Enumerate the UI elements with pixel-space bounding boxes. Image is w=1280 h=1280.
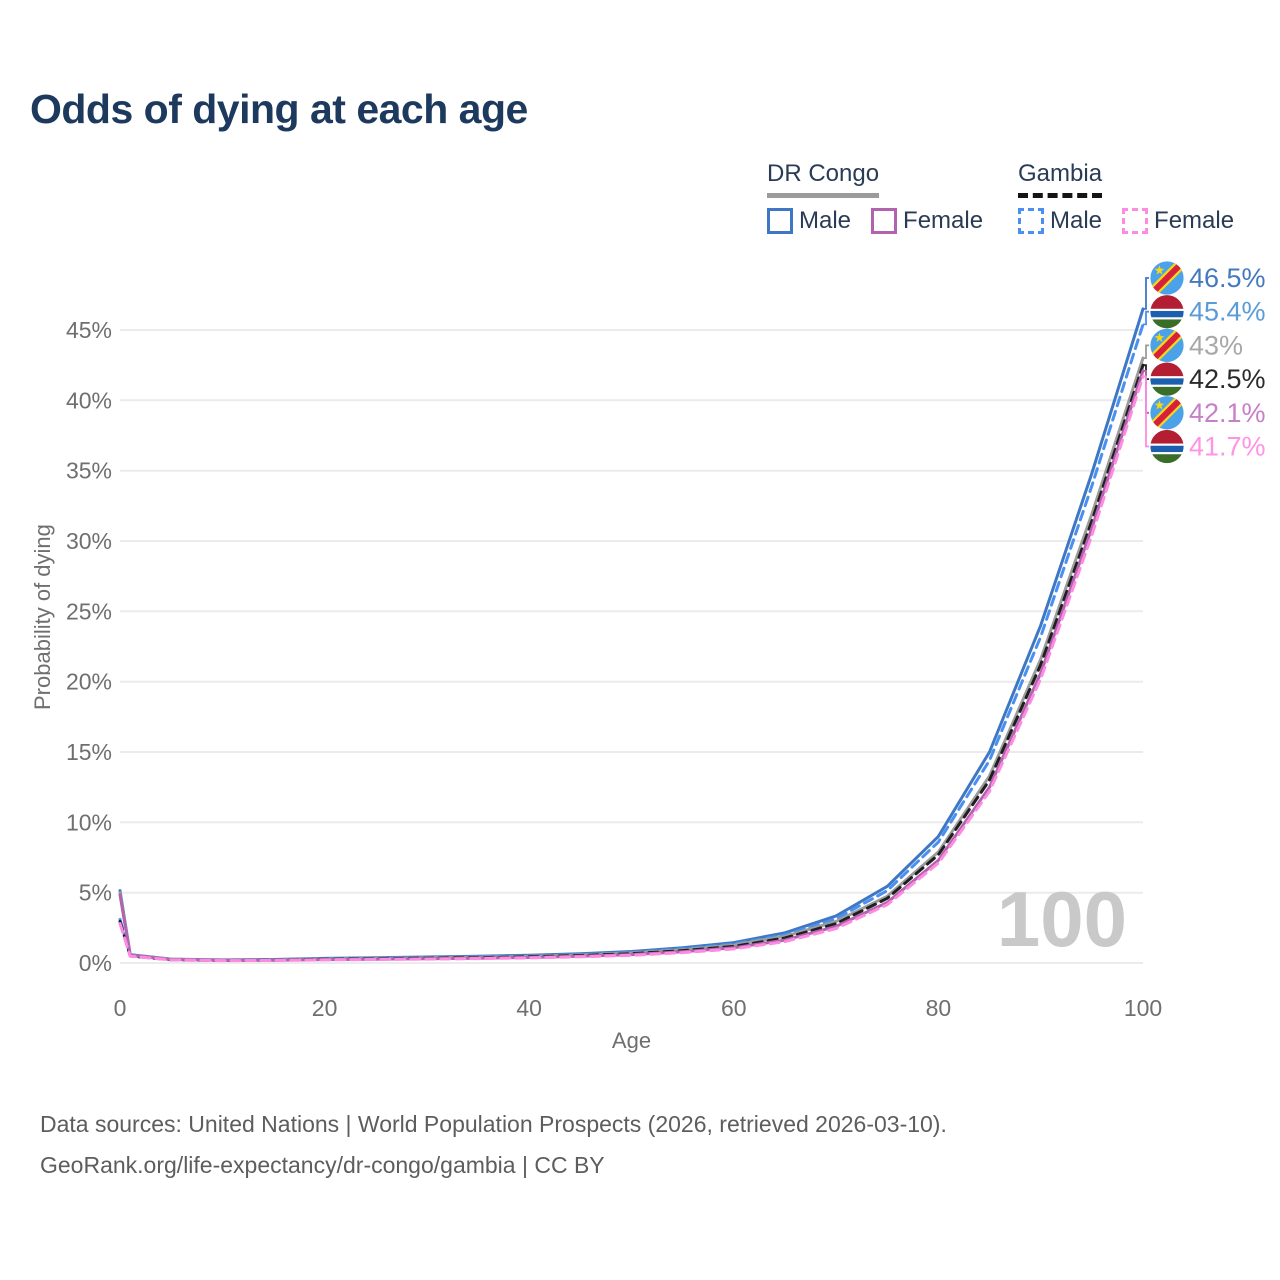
legend-item-drcongo-female[interactable]: Female: [871, 207, 983, 235]
legend-item-drcongo-male[interactable]: Male: [767, 207, 851, 235]
age-watermark: 100: [997, 875, 1127, 963]
legend-swatch-solid: [871, 208, 898, 234]
footer: Data sources: United Nations | World Pop…: [40, 1104, 947, 1186]
legend-group-dr-congo: DR Congo Male Female: [767, 160, 983, 235]
gambia-flag-icon: [1150, 295, 1184, 329]
legend-item-label: Female: [903, 207, 984, 234]
end-label-connector: [1143, 375, 1149, 448]
x-tick-label: 40: [516, 995, 542, 1021]
legend-item-gambia-male[interactable]: Male: [1018, 207, 1102, 235]
gambia-flag-icon: [1150, 430, 1184, 464]
x-tick-label: 0: [114, 995, 127, 1021]
series-line: [118, 356, 1145, 962]
x-tick-label: 100: [1124, 995, 1162, 1021]
x-axis-title: Age: [611, 1028, 652, 1053]
page-title: Odds of dying at each age: [30, 86, 528, 132]
series-line: [118, 363, 1145, 962]
legend-group-gambia: Gambia Male Female: [1018, 160, 1234, 235]
x-tick-label: 60: [721, 995, 747, 1021]
legend-swatch-dashed: [1018, 208, 1044, 234]
series-line: [118, 374, 1145, 963]
y-tick-label: 40%: [66, 387, 112, 413]
end-label-value: 46.5%: [1189, 263, 1266, 293]
y-tick-label: 30%: [66, 528, 112, 554]
y-tick-label: 10%: [66, 809, 112, 835]
series-line: [118, 307, 1145, 962]
end-label-value: 41.7%: [1189, 432, 1266, 462]
end-label-value: 45.4%: [1189, 297, 1266, 327]
end-label-value: 43%: [1189, 330, 1243, 360]
legend-swatch-dashed: [1122, 208, 1149, 234]
end-label-value: 42.1%: [1189, 398, 1266, 428]
legend-item-label: Female: [1154, 207, 1235, 234]
footer-attribution: GeoRank.org/life-expectancy/dr-congo/gam…: [40, 1152, 605, 1178]
y-tick-label: 0%: [79, 950, 112, 976]
y-tick-label: 25%: [66, 598, 112, 624]
gambia-flag-icon: [1150, 362, 1184, 396]
end-label-connector: [1143, 277, 1149, 310]
legend-swatch-solid: [767, 208, 793, 234]
end-label-value: 42.5%: [1189, 364, 1266, 394]
y-tick-label: 15%: [66, 739, 112, 765]
legend-group-label: Gambia: [1018, 160, 1103, 198]
y-tick-label: 45%: [66, 317, 112, 343]
series-line: [118, 369, 1145, 962]
y-tick-label: 35%: [66, 458, 112, 484]
legend-item-label: Male: [1050, 207, 1103, 234]
x-tick-label: 20: [312, 995, 338, 1021]
y-axis-title: Probability of dying: [30, 524, 55, 711]
footer-data-sources: Data sources: United Nations | World Pop…: [40, 1111, 947, 1137]
y-tick-label: 20%: [66, 669, 112, 695]
legend-item-label: Male: [799, 207, 852, 234]
series-line: [118, 322, 1145, 962]
x-tick-label: 80: [926, 995, 952, 1021]
end-label-connector: [1143, 310, 1149, 326]
legend-item-gambia-female[interactable]: Female: [1122, 207, 1234, 235]
y-tick-label: 5%: [79, 880, 112, 906]
legend-group-label: DR Congo: [767, 160, 880, 198]
end-label-connector: [1143, 344, 1149, 359]
